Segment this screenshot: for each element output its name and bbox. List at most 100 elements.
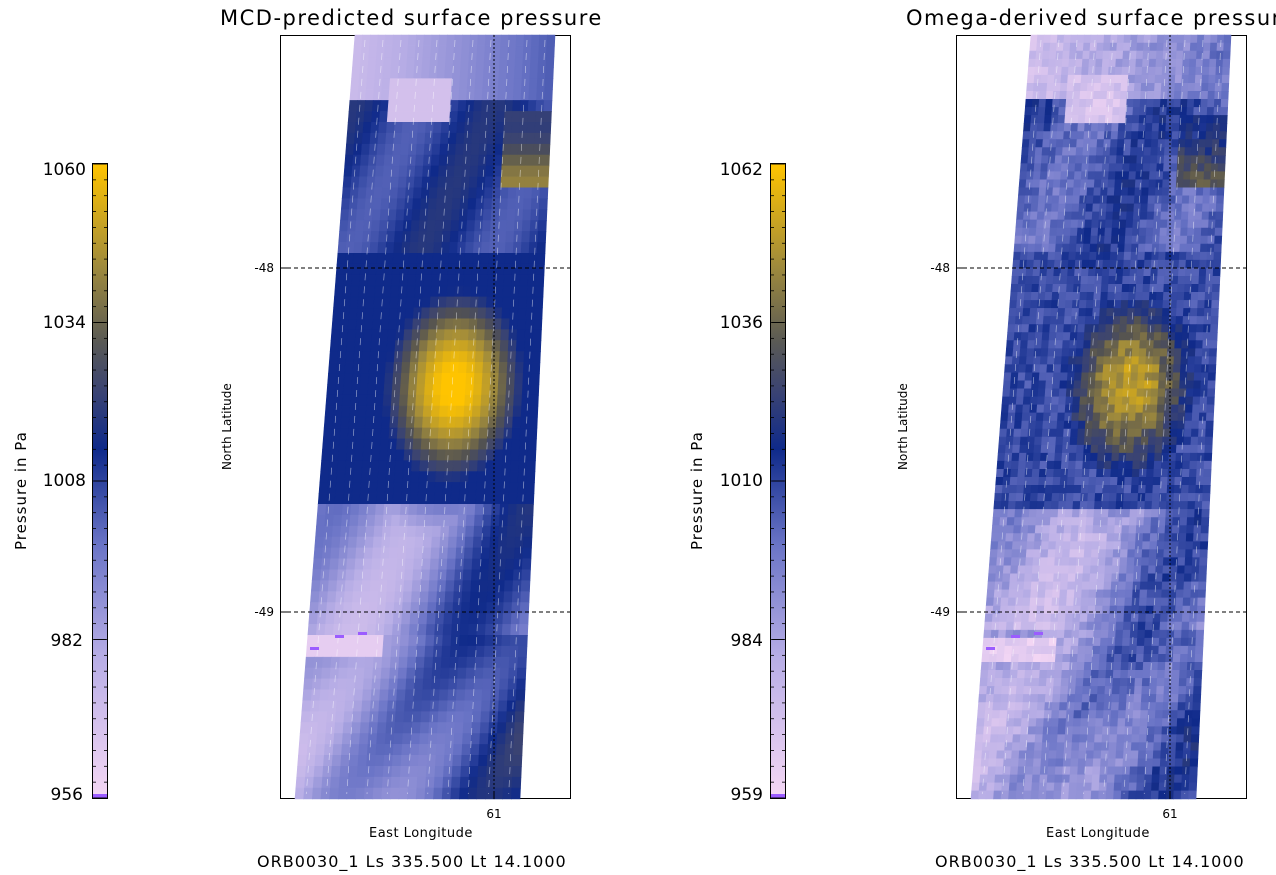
map-cell: [522, 536, 533, 549]
map-cell: [448, 122, 458, 134]
map-cell: [456, 678, 467, 691]
map-cell: [985, 790, 995, 800]
map-cell: [1208, 364, 1217, 374]
map-cell: [1158, 380, 1167, 390]
map-cell: [1072, 284, 1082, 293]
map-cell: [1167, 460, 1177, 470]
map-cell: [445, 569, 456, 582]
map-cell: [1126, 211, 1135, 221]
map-cell: [1085, 203, 1094, 213]
map-cell: [370, 449, 381, 461]
map-cell: [1180, 645, 1189, 655]
map-cell: [532, 329, 542, 341]
map-cell: [356, 198, 367, 210]
map-cell: [1191, 139, 1200, 148]
map-cell: [1196, 605, 1206, 615]
map-cell: [331, 427, 341, 440]
map-cell: [1060, 74, 1069, 84]
map-cell: [1105, 661, 1115, 671]
map-cell: [997, 637, 1006, 647]
map-cell: [1152, 750, 1162, 760]
map-cell: [1099, 99, 1108, 108]
map-cell: [465, 100, 475, 112]
map-cell: [1106, 195, 1115, 205]
map-cell: [1069, 653, 1079, 663]
map-cell: [1067, 66, 1076, 76]
map-cell: [527, 274, 537, 287]
map-cell: [436, 580, 447, 592]
map-cell: [327, 580, 338, 592]
map-cell: [1023, 485, 1032, 494]
map-cell: [994, 485, 1004, 494]
map-cell: [1075, 348, 1084, 357]
map-cell: [460, 460, 470, 472]
map-cell: [1072, 292, 1081, 301]
map-cell: [1068, 790, 1077, 800]
map-cell: [518, 132, 528, 145]
map-cell: [366, 285, 376, 298]
map-cell: [534, 296, 544, 309]
map-cell: [1066, 477, 1076, 486]
map-cell: [1104, 219, 1113, 229]
map-cell: [355, 318, 366, 330]
map-cell: [1050, 115, 1059, 124]
map-cell: [1051, 99, 1060, 108]
map-cell: [1105, 790, 1115, 800]
map-cell: [1105, 211, 1114, 221]
map-cell: [1162, 58, 1170, 68]
map-cell: [506, 525, 517, 538]
map-cell: [1075, 565, 1084, 575]
map-cell: [490, 209, 500, 221]
map-cell: [407, 263, 418, 276]
map-cell: [1082, 452, 1092, 462]
colorbar-tick-label: 982: [50, 631, 83, 651]
map-cell: [1131, 227, 1140, 237]
map-cell: [386, 580, 397, 592]
map-cell: [1177, 284, 1186, 293]
map-cell: [1068, 565, 1077, 575]
map-cell: [1066, 694, 1076, 703]
map-cell: [1084, 324, 1093, 333]
map-cell: [1025, 557, 1034, 567]
map-cell: [999, 702, 1009, 711]
map-cell: [976, 718, 986, 727]
map-cell: [1122, 637, 1131, 647]
map-cell: [420, 580, 430, 592]
map-cell: [1060, 565, 1070, 575]
map-cell: [441, 373, 451, 385]
map-cell: [1173, 493, 1182, 502]
map-cell: [1131, 726, 1141, 735]
map-cell: [531, 176, 541, 189]
map-cell: [1120, 533, 1130, 542]
map-cell: [476, 471, 486, 483]
map-cell: [362, 449, 373, 461]
map-cell: [1066, 597, 1075, 607]
map-cell: [1171, 388, 1180, 398]
map-cell: [1185, 131, 1194, 140]
map-cell: [1165, 123, 1174, 132]
map-cell: [1155, 292, 1164, 301]
map-cell: [428, 307, 439, 320]
map-cell: [1123, 493, 1132, 502]
map-cell: [1161, 187, 1170, 197]
map-cell: [1136, 517, 1145, 526]
map-cell: [1010, 468, 1019, 478]
map-cell: [425, 493, 436, 505]
map-cell: [442, 220, 452, 232]
map-cell: [404, 78, 414, 90]
map-cell: [995, 661, 1005, 671]
map-cell: [1076, 235, 1085, 245]
map-cell: [1199, 123, 1207, 132]
map-cell: [1122, 50, 1131, 60]
map-cell: [520, 416, 530, 429]
map-cell: [1032, 267, 1041, 277]
map-cell: [1101, 388, 1110, 398]
map-cell: [505, 394, 515, 407]
map-cell: [378, 580, 388, 592]
map-cell: [427, 329, 437, 341]
map-cell: [384, 493, 394, 505]
map-cell: [1000, 412, 1009, 422]
map-cell: [1015, 589, 1025, 599]
map-cell: [1092, 525, 1101, 534]
map-cell: [1083, 235, 1092, 245]
